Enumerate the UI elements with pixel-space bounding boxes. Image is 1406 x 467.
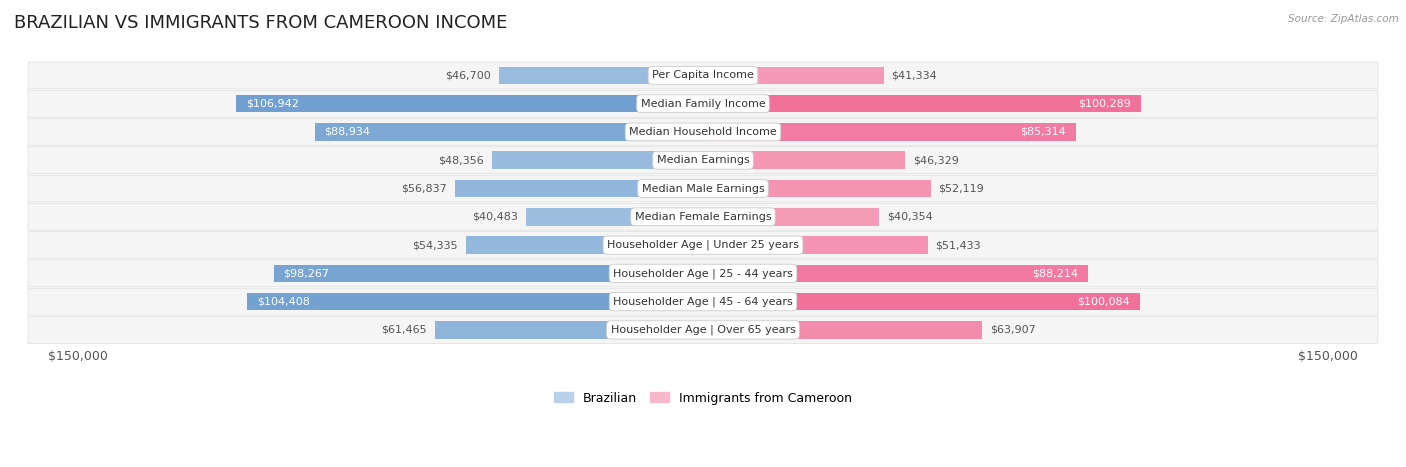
Text: Median Male Earnings: Median Male Earnings bbox=[641, 184, 765, 193]
Text: $40,354: $40,354 bbox=[887, 212, 934, 222]
Text: $46,329: $46,329 bbox=[914, 155, 959, 165]
Text: Householder Age | 25 - 44 years: Householder Age | 25 - 44 years bbox=[613, 268, 793, 279]
Text: BRAZILIAN VS IMMIGRANTS FROM CAMEROON INCOME: BRAZILIAN VS IMMIGRANTS FROM CAMEROON IN… bbox=[14, 14, 508, 32]
Bar bbox=[703, 95, 1142, 113]
Bar bbox=[247, 293, 703, 311]
Bar bbox=[703, 151, 905, 169]
Bar bbox=[499, 67, 703, 84]
Text: Householder Age | Over 65 years: Householder Age | Over 65 years bbox=[610, 325, 796, 335]
Text: $150,000: $150,000 bbox=[48, 350, 108, 363]
Text: $63,907: $63,907 bbox=[990, 325, 1036, 335]
Text: $51,433: $51,433 bbox=[935, 240, 981, 250]
Bar bbox=[703, 236, 928, 254]
FancyBboxPatch shape bbox=[28, 90, 1378, 117]
Bar bbox=[454, 180, 703, 197]
Text: Householder Age | Under 25 years: Householder Age | Under 25 years bbox=[607, 240, 799, 250]
Text: $40,483: $40,483 bbox=[472, 212, 519, 222]
Bar bbox=[703, 265, 1088, 282]
Text: $104,408: $104,408 bbox=[257, 297, 309, 307]
Bar bbox=[703, 293, 1140, 311]
Text: $61,465: $61,465 bbox=[381, 325, 426, 335]
FancyBboxPatch shape bbox=[28, 232, 1378, 259]
FancyBboxPatch shape bbox=[28, 175, 1378, 202]
Text: $98,267: $98,267 bbox=[284, 269, 329, 278]
Text: Per Capita Income: Per Capita Income bbox=[652, 71, 754, 80]
Bar bbox=[434, 321, 703, 339]
Text: Median Family Income: Median Family Income bbox=[641, 99, 765, 109]
Bar bbox=[703, 208, 879, 226]
Bar bbox=[274, 265, 703, 282]
FancyBboxPatch shape bbox=[28, 288, 1378, 315]
Text: $41,334: $41,334 bbox=[891, 71, 938, 80]
Text: Householder Age | 45 - 64 years: Householder Age | 45 - 64 years bbox=[613, 297, 793, 307]
Bar bbox=[236, 95, 703, 113]
Text: $52,119: $52,119 bbox=[939, 184, 984, 193]
FancyBboxPatch shape bbox=[28, 147, 1378, 174]
FancyBboxPatch shape bbox=[28, 317, 1378, 343]
FancyBboxPatch shape bbox=[28, 260, 1378, 287]
Text: $100,289: $100,289 bbox=[1078, 99, 1132, 109]
FancyBboxPatch shape bbox=[28, 62, 1378, 89]
Bar bbox=[315, 123, 703, 141]
Text: $54,335: $54,335 bbox=[412, 240, 458, 250]
Bar bbox=[465, 236, 703, 254]
FancyBboxPatch shape bbox=[28, 203, 1378, 230]
Legend: Brazilian, Immigrants from Cameroon: Brazilian, Immigrants from Cameroon bbox=[550, 387, 856, 410]
Text: $85,314: $85,314 bbox=[1021, 127, 1066, 137]
Bar bbox=[703, 123, 1076, 141]
Text: Median Household Income: Median Household Income bbox=[628, 127, 778, 137]
Text: $56,837: $56,837 bbox=[401, 184, 447, 193]
Text: $106,942: $106,942 bbox=[246, 99, 298, 109]
Text: Median Female Earnings: Median Female Earnings bbox=[634, 212, 772, 222]
Text: $88,214: $88,214 bbox=[1032, 269, 1078, 278]
FancyBboxPatch shape bbox=[28, 119, 1378, 145]
Text: Median Earnings: Median Earnings bbox=[657, 155, 749, 165]
Text: Source: ZipAtlas.com: Source: ZipAtlas.com bbox=[1288, 14, 1399, 24]
Bar bbox=[703, 67, 883, 84]
Text: $100,084: $100,084 bbox=[1077, 297, 1130, 307]
Bar bbox=[703, 180, 931, 197]
Text: $150,000: $150,000 bbox=[1298, 350, 1358, 363]
Text: $88,934: $88,934 bbox=[325, 127, 370, 137]
Bar bbox=[492, 151, 703, 169]
Bar bbox=[703, 321, 983, 339]
Text: $46,700: $46,700 bbox=[446, 71, 491, 80]
Text: $48,356: $48,356 bbox=[439, 155, 484, 165]
Bar bbox=[526, 208, 703, 226]
